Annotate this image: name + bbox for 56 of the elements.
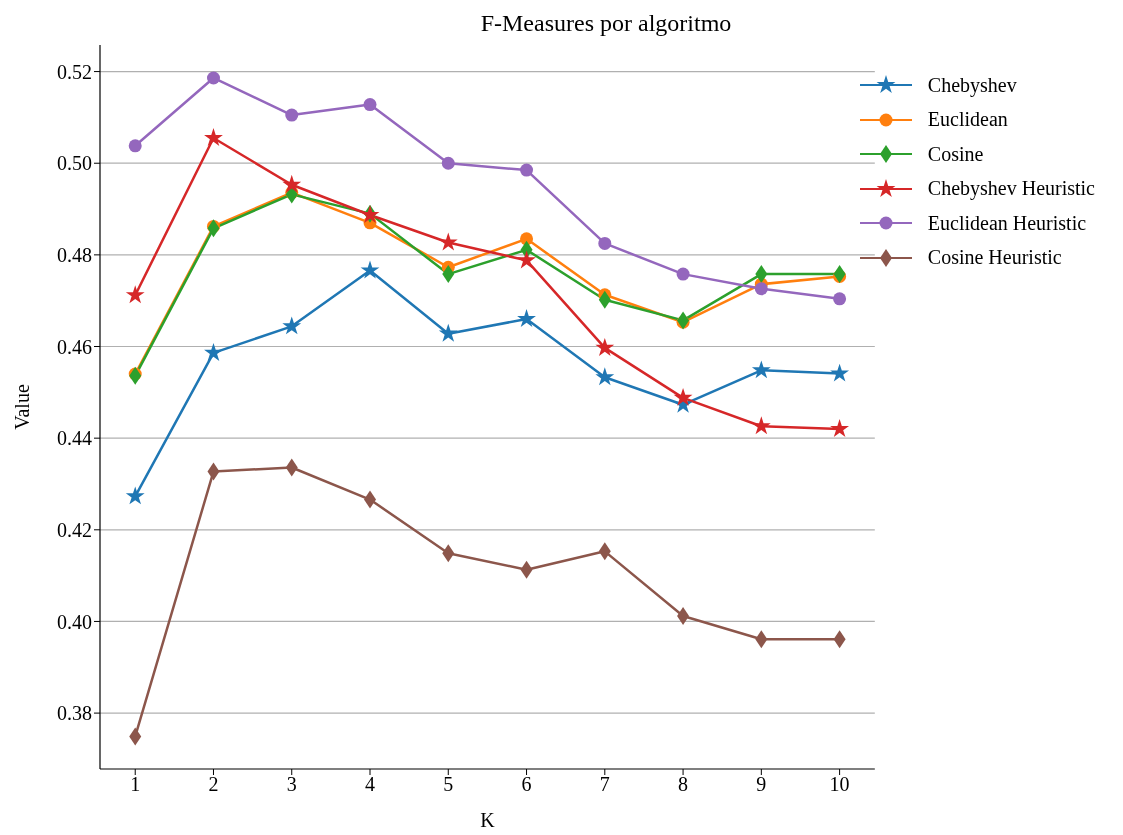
x-tick-label: 10 bbox=[829, 773, 850, 796]
y-tick-label: 0.42 bbox=[57, 518, 92, 541]
point bbox=[673, 387, 693, 406]
point bbox=[441, 156, 455, 170]
point bbox=[517, 309, 536, 328]
y-tick-label: 0.48 bbox=[57, 243, 92, 266]
point bbox=[520, 163, 534, 177]
x-tick-label: 9 bbox=[756, 773, 767, 796]
legend-label: Euclidean Heuristic bbox=[927, 211, 1087, 235]
x-tick-label: 1 bbox=[130, 773, 141, 796]
point bbox=[363, 98, 377, 112]
point bbox=[282, 174, 302, 193]
x-tick-label: 2 bbox=[208, 773, 219, 796]
point bbox=[438, 323, 458, 342]
x-tick-label: 8 bbox=[678, 773, 689, 796]
legend-label: Cosine Heuristic bbox=[927, 246, 1062, 270]
y-tick-label: 0.44 bbox=[57, 427, 92, 450]
point bbox=[598, 236, 612, 250]
point bbox=[595, 367, 615, 386]
point bbox=[676, 267, 690, 281]
y-tick-label: 0.38 bbox=[57, 702, 92, 725]
point bbox=[282, 316, 302, 335]
point bbox=[830, 419, 850, 437]
point bbox=[751, 416, 771, 435]
point bbox=[595, 337, 615, 356]
point bbox=[830, 363, 850, 382]
point bbox=[751, 360, 771, 379]
y-axis-title: Value bbox=[11, 384, 34, 430]
x-tick-label: 4 bbox=[365, 773, 376, 796]
point bbox=[833, 292, 847, 306]
x-axis-title: K bbox=[480, 809, 496, 831]
chart-title: F-Measures por algoritmo bbox=[479, 10, 733, 37]
legend-label: Chebyshev bbox=[927, 73, 1017, 97]
point bbox=[125, 285, 145, 304]
point bbox=[438, 232, 458, 251]
x-tick-label: 6 bbox=[521, 773, 532, 796]
x-tick-label: 7 bbox=[599, 773, 610, 796]
point bbox=[360, 260, 380, 279]
point bbox=[204, 343, 223, 361]
y-tick-label: 0.52 bbox=[57, 60, 92, 83]
point bbox=[128, 139, 142, 153]
y-tick-label: 0.50 bbox=[57, 152, 92, 175]
point bbox=[125, 486, 145, 505]
x-tick-label: 5 bbox=[443, 773, 454, 796]
point bbox=[285, 108, 299, 122]
point bbox=[204, 128, 223, 147]
legend-label: Euclidean bbox=[927, 108, 1008, 132]
point bbox=[206, 71, 220, 85]
legend-label: Cosine bbox=[927, 142, 984, 166]
y-tick-label: 0.46 bbox=[57, 335, 92, 358]
x-tick-label: 3 bbox=[286, 773, 297, 796]
point bbox=[360, 205, 380, 224]
legend-label: Chebyshev Heuristic bbox=[927, 177, 1095, 201]
point bbox=[517, 250, 536, 269]
y-tick-label: 0.40 bbox=[57, 610, 92, 633]
point bbox=[754, 282, 768, 296]
